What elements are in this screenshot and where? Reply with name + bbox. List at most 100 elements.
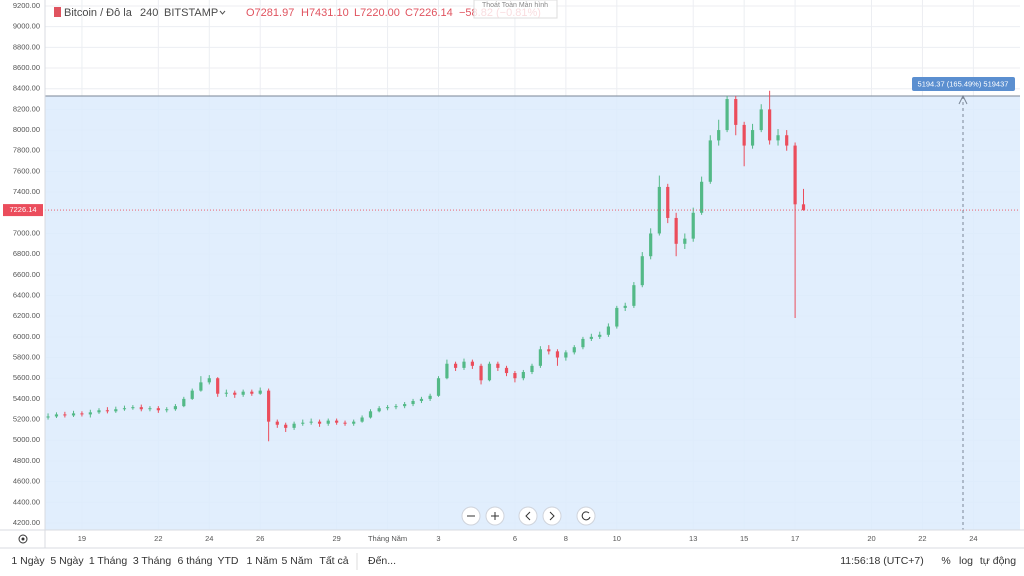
- candle-body: [411, 400, 415, 405]
- y-tick-label: 5400.00: [13, 394, 40, 403]
- candle-body: [640, 256, 644, 286]
- candle-body: [785, 135, 789, 146]
- candle-body: [487, 363, 492, 381]
- x-tick-label: 29: [332, 534, 340, 543]
- y-tick-label: 4200.00: [13, 518, 40, 527]
- candle-body: [513, 373, 517, 379]
- goto-button[interactable]: Đến...: [368, 555, 396, 567]
- candle-body: [521, 372, 525, 379]
- y-tick-label: 8600.00: [13, 63, 40, 72]
- range-button[interactable]: 6 tháng: [177, 555, 212, 567]
- candle-body: [776, 135, 780, 141]
- candle-body: [182, 398, 186, 407]
- candle-body: [114, 409, 118, 412]
- x-tick-label: 6: [513, 534, 517, 543]
- x-tick-label: 22: [154, 534, 162, 543]
- range-button[interactable]: 5 Ngày: [50, 555, 84, 567]
- range-button[interactable]: 5 Năm: [282, 555, 313, 567]
- candle-body: [199, 382, 203, 391]
- candle-body: [572, 347, 576, 353]
- candle-body: [335, 420, 339, 423]
- y-tick-label: 7000.00: [13, 228, 40, 237]
- y-tick-label: 6400.00: [13, 290, 40, 299]
- candle-body: [725, 99, 729, 131]
- x-tick-label: 24: [205, 534, 213, 543]
- candle-body: [768, 109, 772, 141]
- candle-body: [63, 414, 67, 416]
- candle-body: [343, 422, 347, 424]
- candle-body: [538, 349, 542, 366]
- candle-body: [207, 378, 211, 383]
- range-button[interactable]: Tất cả: [319, 555, 348, 567]
- reset[interactable]: [576, 506, 596, 526]
- ohlc-close: C7226.14: [405, 7, 453, 19]
- zoom-out[interactable]: [461, 506, 481, 526]
- ohlc-open: O7281.97: [246, 7, 294, 19]
- candle-body: [250, 391, 254, 394]
- candle-body: [284, 424, 288, 428]
- scale-option[interactable]: log: [959, 555, 973, 567]
- candle-body: [734, 99, 738, 125]
- range-button[interactable]: 3 Tháng: [133, 555, 171, 567]
- candle-body: [301, 422, 305, 424]
- candle-body: [691, 212, 695, 239]
- y-tick-label: 8200.00: [13, 104, 40, 113]
- range-button[interactable]: 1 Tháng: [89, 555, 127, 567]
- clock: 11:56:18 (UTC+7): [840, 555, 924, 567]
- candle-body: [547, 349, 551, 352]
- candle-body: [666, 186, 670, 218]
- scroll-left[interactable]: [518, 506, 538, 526]
- candle-body: [385, 407, 390, 409]
- settings-icon[interactable]: [18, 534, 28, 544]
- x-tick-label: 24: [969, 534, 977, 543]
- exchange[interactable]: BITSTAMP: [164, 7, 218, 19]
- y-tick-label: 4800.00: [13, 456, 40, 465]
- candle-body: [742, 124, 746, 146]
- candle-body: [148, 408, 152, 410]
- y-tick-label: 5200.00: [13, 415, 40, 424]
- candle-body: [131, 407, 135, 409]
- y-tick-label: 9000.00: [13, 22, 40, 31]
- candle-body: [649, 233, 653, 257]
- candle-body: [419, 398, 424, 401]
- axes: 4200.00 4400.00 4600.00 4800.00 5000.00 5200.…: [3, 1, 978, 543]
- scale-option[interactable]: tự động: [980, 555, 1016, 567]
- candle-body: [173, 406, 178, 410]
- ohlc-high: H7431.10: [301, 7, 349, 19]
- candle-body: [606, 326, 611, 335]
- candle-body: [54, 414, 59, 417]
- scroll-right[interactable]: [542, 506, 562, 526]
- tooltip: [473, 0, 558, 19]
- ohlc-low: L7220.00: [354, 7, 400, 19]
- candle-body: [428, 395, 432, 399]
- range-button[interactable]: YTD: [218, 555, 239, 567]
- last-price-badge: [3, 204, 43, 217]
- candle-body: [708, 140, 712, 182]
- candle-body: [139, 407, 143, 410]
- y-tick-label: 6600.00: [13, 270, 40, 279]
- x-tick-label: 10: [613, 534, 621, 543]
- symbol[interactable]: Bitcoin / Đô la: [64, 7, 133, 19]
- range-button[interactable]: 1 Năm: [247, 555, 278, 567]
- scale-option[interactable]: %: [941, 555, 950, 567]
- candle-body: [46, 416, 50, 418]
- y-tick-label: 5000.00: [13, 435, 40, 444]
- y-tick-label: 7400.00: [13, 187, 40, 196]
- candle-body: [479, 365, 483, 381]
- x-tick-label: 3: [436, 534, 440, 543]
- candle-body: [360, 417, 364, 422]
- interval[interactable]: 240: [140, 7, 158, 19]
- zoom-in[interactable]: [485, 506, 505, 526]
- range-button[interactable]: 1 Ngày: [11, 555, 45, 567]
- candle-body: [71, 413, 76, 416]
- y-tick-label: 8000.00: [13, 125, 40, 134]
- y-tick-label: 9200.00: [13, 1, 40, 10]
- y-tick-label: 5600.00: [13, 373, 40, 382]
- y-tick-label: 5800.00: [13, 353, 40, 362]
- candle-body: [615, 307, 619, 327]
- y-tick-label: 4600.00: [13, 477, 40, 486]
- candle-body: [801, 204, 806, 211]
- candle-body: [496, 363, 500, 368]
- candle-body: [717, 130, 721, 141]
